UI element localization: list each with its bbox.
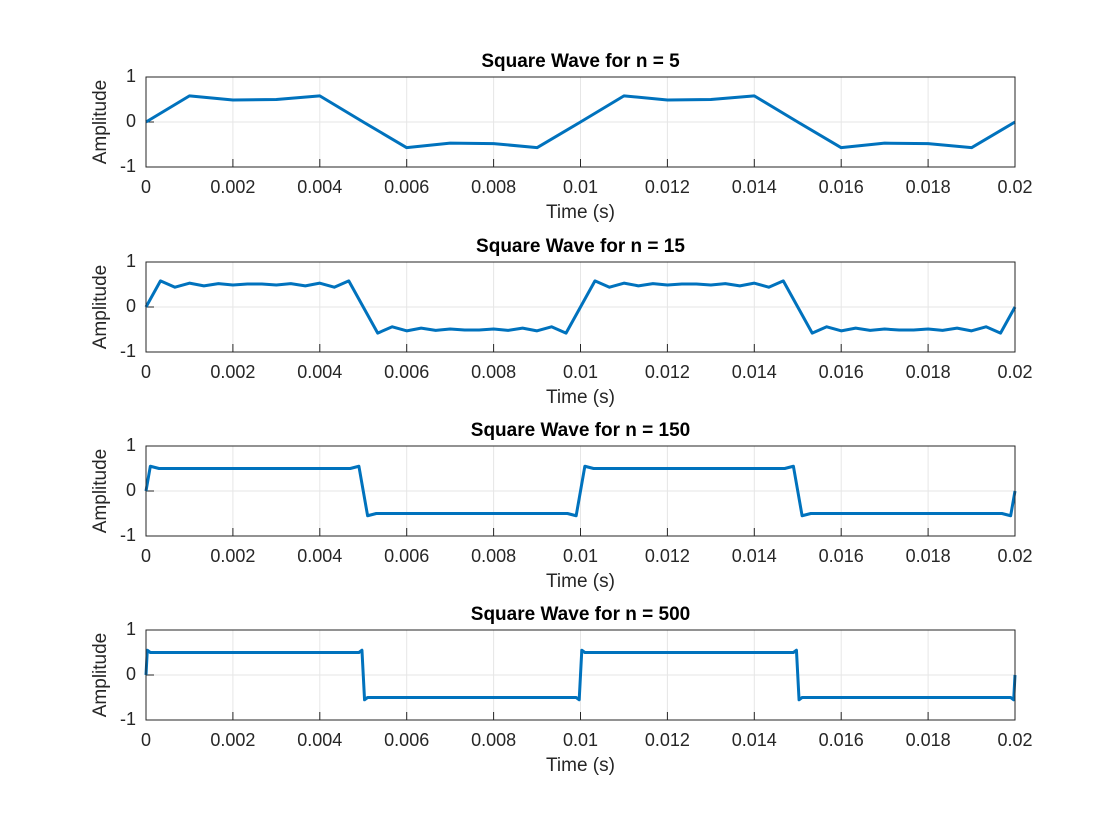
x-tick-label: 0.01 xyxy=(563,730,598,750)
x-tick-label: 0.012 xyxy=(645,546,690,566)
x-tick-label: 0.014 xyxy=(732,177,777,197)
y-tick-label: 1 xyxy=(126,251,136,271)
x-tick-label: 0.016 xyxy=(819,362,864,382)
x-tick-label: 0.006 xyxy=(384,546,429,566)
x-tick-label: 0.016 xyxy=(819,730,864,750)
x-tick-label: 0.02 xyxy=(997,177,1032,197)
y-axis-label: Amplitude xyxy=(90,449,111,534)
x-tick-label: 0.018 xyxy=(906,177,951,197)
x-tick-label: 0.006 xyxy=(384,730,429,750)
chart-title: Square Wave for n = 15 xyxy=(476,236,685,257)
wave-line xyxy=(144,279,1017,335)
y-axis-label: Amplitude xyxy=(90,633,111,718)
x-tick-label: 0.012 xyxy=(645,730,690,750)
x-tick-label: 0.004 xyxy=(297,362,342,382)
x-tick-label: 0.016 xyxy=(819,546,864,566)
x-tick-label: 0.002 xyxy=(210,730,255,750)
x-tick-label: 0.008 xyxy=(471,362,516,382)
x-tick-label: 0.004 xyxy=(297,177,342,197)
axes-box xyxy=(145,261,1016,353)
x-axis-label: Time (s) xyxy=(546,571,615,592)
y-axis-label: Amplitude xyxy=(90,80,111,165)
x-tick-label: 0.01 xyxy=(563,177,598,197)
x-axis-label: Time (s) xyxy=(546,387,615,408)
x-tick-label: 0.01 xyxy=(563,546,598,566)
x-tick-label: 0.016 xyxy=(819,177,864,197)
x-tick-label: 0.018 xyxy=(906,730,951,750)
y-tick-label: 0 xyxy=(126,111,136,131)
axes-box xyxy=(145,629,1016,721)
axes-box xyxy=(145,76,1016,168)
x-axis-label: Time (s) xyxy=(546,202,615,223)
x-tick-label: 0.004 xyxy=(297,546,342,566)
wave-line xyxy=(144,464,1017,518)
y-tick-label: 1 xyxy=(126,66,136,86)
y-tick-label: -1 xyxy=(120,156,136,176)
y-axis-label: Amplitude xyxy=(90,265,111,350)
x-tick-label: 0.002 xyxy=(210,546,255,566)
x-tick-label: 0 xyxy=(141,546,151,566)
x-tick-label: 0.008 xyxy=(471,546,516,566)
axes-box xyxy=(145,445,1016,537)
x-tick-label: 0.01 xyxy=(563,362,598,382)
y-tick-label: 0 xyxy=(126,664,136,684)
x-tick-label: 0.008 xyxy=(471,730,516,750)
x-tick-label: 0.004 xyxy=(297,730,342,750)
x-tick-label: 0.02 xyxy=(997,546,1032,566)
x-tick-label: 0.008 xyxy=(471,177,516,197)
chart-title: Square Wave for n = 150 xyxy=(471,420,690,441)
x-tick-label: 0 xyxy=(141,362,151,382)
x-tick-label: 0.002 xyxy=(210,362,255,382)
y-tick-label: -1 xyxy=(120,525,136,545)
y-tick-label: 0 xyxy=(126,296,136,316)
x-tick-label: 0.014 xyxy=(732,730,777,750)
chart-title: Square Wave for n = 500 xyxy=(471,604,690,625)
wave-line xyxy=(145,94,1016,150)
x-tick-label: 0.006 xyxy=(384,362,429,382)
x-tick-label: 0.002 xyxy=(210,177,255,197)
y-tick-label: 0 xyxy=(126,480,136,500)
x-tick-label: 0.012 xyxy=(645,177,690,197)
x-tick-label: 0.012 xyxy=(645,362,690,382)
x-tick-label: 0.014 xyxy=(732,546,777,566)
x-tick-label: 0 xyxy=(141,177,151,197)
x-tick-label: 0.02 xyxy=(997,362,1032,382)
y-tick-label: -1 xyxy=(120,341,136,361)
y-tick-label: 1 xyxy=(126,619,136,639)
x-tick-label: 0.018 xyxy=(906,546,951,566)
x-tick-label: 0 xyxy=(141,730,151,750)
wave-line xyxy=(144,648,1017,702)
x-tick-label: 0.014 xyxy=(732,362,777,382)
x-tick-label: 0.018 xyxy=(906,362,951,382)
y-tick-label: -1 xyxy=(120,709,136,729)
y-tick-label: 1 xyxy=(126,435,136,455)
x-tick-label: 0.006 xyxy=(384,177,429,197)
x-tick-label: 0.02 xyxy=(997,730,1032,750)
x-axis-label: Time (s) xyxy=(546,755,615,776)
chart-title: Square Wave for n = 5 xyxy=(481,51,680,72)
